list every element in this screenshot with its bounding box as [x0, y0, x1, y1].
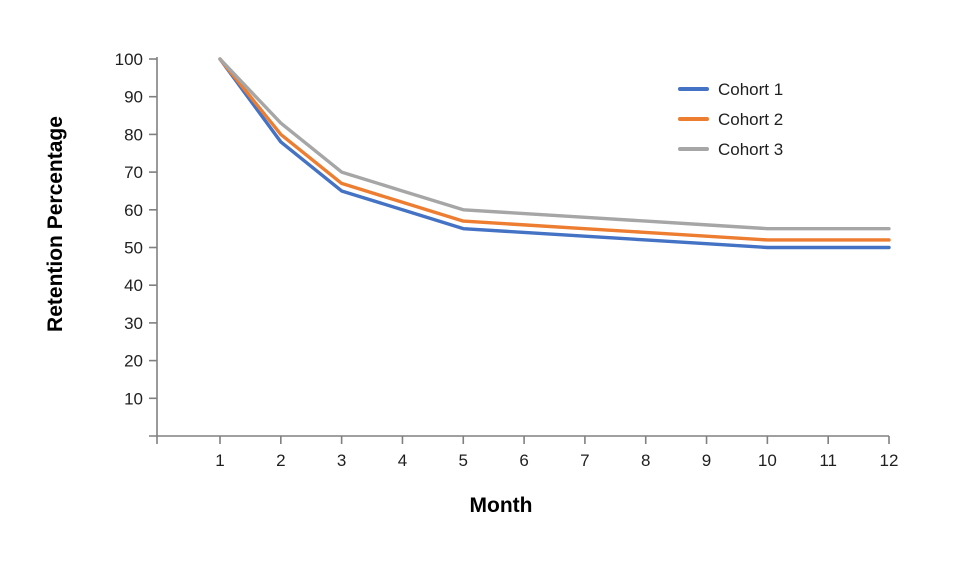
x-tick-label: 3	[337, 451, 346, 470]
x-tick-label: 11	[819, 451, 837, 470]
x-tick-label: 6	[519, 451, 528, 470]
legend-swatch-line-icon	[678, 147, 709, 151]
y-tick-label: 40	[124, 276, 143, 295]
y-tick-label: 10	[124, 389, 143, 408]
y-tick-label: 100	[115, 50, 143, 69]
y-axis-title: Retention Percentage	[44, 116, 67, 332]
series-line-cohort-2	[218, 57, 891, 242]
y-tick-label: 50	[124, 239, 143, 258]
legend-label: Cohort 1	[718, 79, 784, 99]
legend-label: Cohort 2	[718, 109, 784, 129]
legend-item-cohort-1: Cohort 1	[678, 74, 783, 104]
legend-swatch-line-icon	[678, 87, 709, 91]
x-tick-label: 8	[641, 451, 650, 470]
x-tick-label: 2	[276, 451, 285, 470]
x-tick-label: 5	[459, 451, 468, 470]
x-tick-label: 9	[702, 451, 711, 470]
series-line-cohort-1	[218, 57, 891, 250]
y-tick-label: 80	[124, 125, 143, 144]
x-tick-label: 10	[758, 451, 777, 470]
series-line-cohort-3	[218, 57, 891, 231]
y-tick-label: 70	[124, 163, 143, 182]
legend-label: Cohort 3	[718, 139, 784, 159]
x-tick-label: 12	[880, 451, 899, 470]
legend: Cohort 1 Cohort 2 Cohort 3	[678, 74, 783, 164]
x-tick-label: 7	[580, 451, 589, 470]
y-tick-label: 30	[124, 314, 143, 333]
y-tick-label: 60	[124, 201, 143, 220]
y-tick-label: 20	[124, 352, 143, 371]
y-tick-label: 90	[124, 88, 143, 107]
x-tick-label: 1	[215, 451, 224, 470]
x-axis-title: Month	[469, 494, 533, 517]
x-tick-label: 4	[398, 451, 407, 470]
legend-swatch-line-icon	[678, 117, 709, 121]
legend-item-cohort-2: Cohort 2	[678, 104, 783, 134]
legend-item-cohort-3: Cohort 3	[678, 134, 783, 164]
